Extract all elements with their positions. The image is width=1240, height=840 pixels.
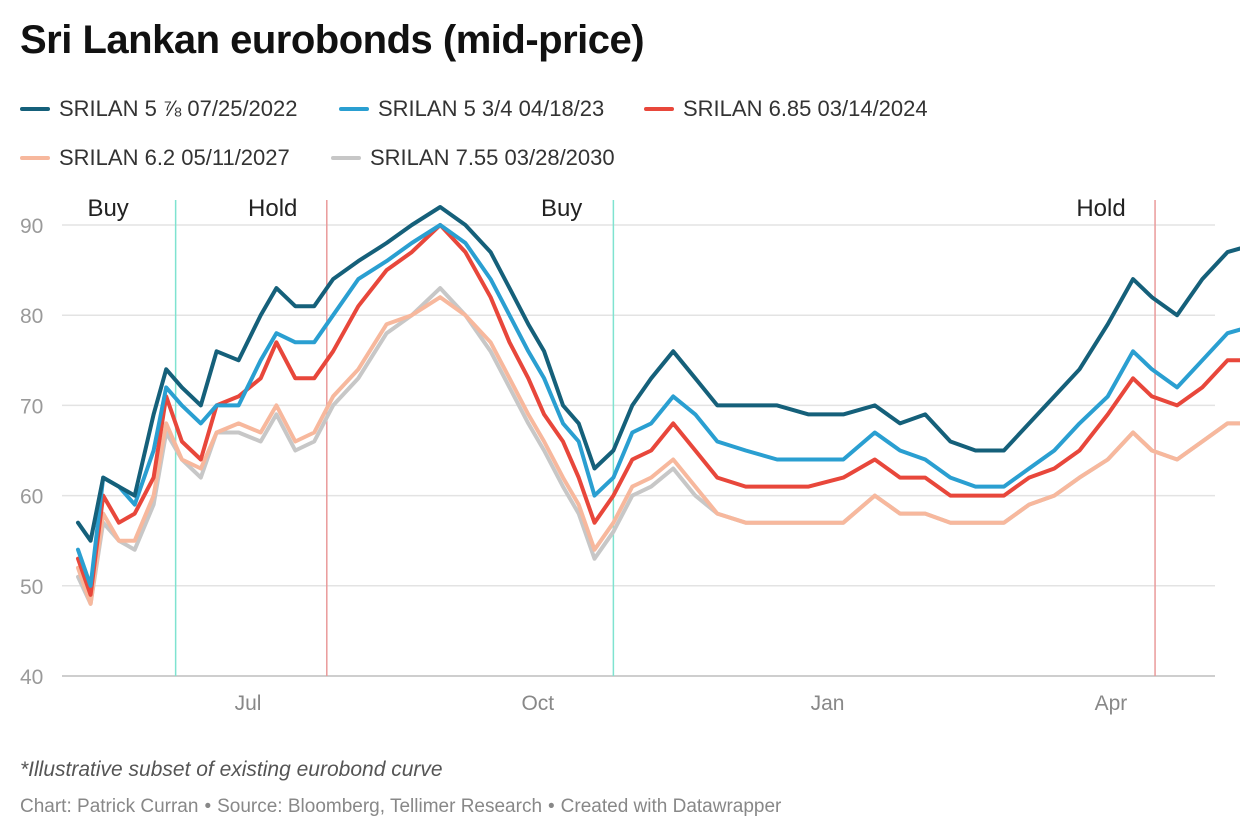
- footer-separator: •: [204, 796, 212, 817]
- y-tick-label: 40: [20, 666, 43, 689]
- x-tick-label: Jul: [235, 692, 262, 715]
- legend-swatch: [20, 107, 50, 111]
- y-tick-label: 90: [20, 215, 43, 238]
- chart-title: Sri Lankan eurobonds (mid-price): [20, 18, 645, 62]
- legend-swatch: [20, 156, 50, 160]
- footer-chart-by: Chart: Patrick Curran: [20, 796, 199, 817]
- legend-label: SRILAN 6.2 05/11/2027: [59, 145, 290, 170]
- annotation-label: Hold: [248, 195, 297, 222]
- series-line: [76, 223, 1240, 597]
- footer-source: Source: Bloomberg, Tellimer Research: [217, 796, 543, 817]
- legend-label: SRILAN 5 3/4 04/18/23: [378, 96, 605, 121]
- legend-item: SRILAN 5 3/4 04/18/23: [339, 96, 604, 122]
- x-tick-label: Oct: [521, 692, 554, 715]
- line-chart: 405060708090JulOctJanAprBuyHoldBuyHoldSe…: [20, 195, 1240, 715]
- legend-label: SRILAN 7.55 03/28/2030: [370, 145, 615, 170]
- annotation-label: Buy: [541, 195, 582, 222]
- series-line: [76, 295, 1240, 606]
- y-tick-label: 60: [20, 486, 43, 509]
- y-tick-label: 50: [20, 576, 43, 599]
- legend-label: SRILAN 6.85 03/14/2024: [683, 96, 928, 121]
- x-tick-label: Apr: [1095, 692, 1128, 715]
- legend-item: SRILAN 5 ⅞ 07/25/2022: [20, 96, 298, 122]
- x-tick-label: Jan: [811, 692, 845, 715]
- y-tick-label: 70: [20, 395, 43, 418]
- series-line: [76, 286, 1240, 606]
- footer-separator: •: [548, 796, 555, 817]
- legend-item: SRILAN 6.85 03/14/2024: [644, 96, 928, 122]
- chart-note: *Illustrative subset of existing eurobon…: [20, 758, 443, 781]
- legend-swatch: [644, 107, 674, 111]
- y-tick-label: 80: [20, 305, 43, 328]
- annotation-label: Buy: [87, 195, 128, 222]
- legend-swatch: [331, 156, 361, 160]
- legend-item: SRILAN 7.55 03/28/2030: [331, 145, 615, 171]
- series-line: [76, 205, 1240, 543]
- series-line: [76, 223, 1240, 588]
- legend-label: SRILAN 5 ⅞ 07/25/2022: [59, 96, 298, 121]
- footer-created: Created with Datawrapper: [560, 796, 782, 817]
- legend-item: SRILAN 6.2 05/11/2027: [20, 145, 290, 171]
- chart-footer: Chart: Patrick Curran • Source: Bloomberg,…: [20, 796, 781, 818]
- legend-swatch: [339, 107, 369, 111]
- annotation-label: Hold: [1076, 195, 1125, 222]
